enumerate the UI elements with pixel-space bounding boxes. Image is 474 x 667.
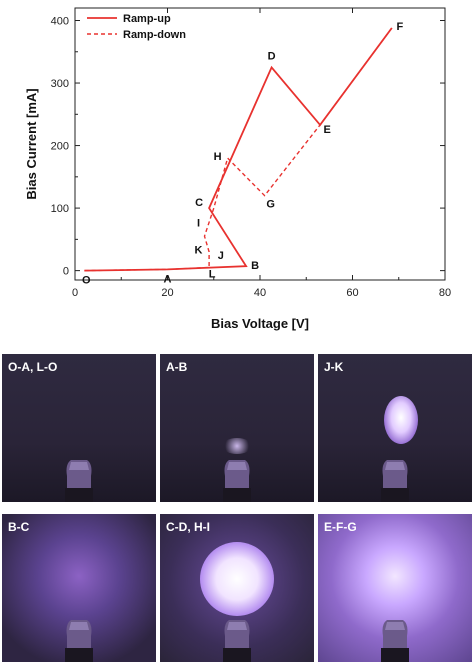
chart-axes: 0 20 40 60 80 0 100 200 300 400 xyxy=(51,7,451,299)
x-tick-label: 0 xyxy=(72,287,78,299)
plasma-plume xyxy=(384,396,418,444)
x-tick-label: 80 xyxy=(439,287,451,299)
point-label-e: E xyxy=(323,124,330,136)
point-label-g: G xyxy=(266,199,275,211)
photo-label: J-K xyxy=(324,360,344,374)
y-tick-label: 0 xyxy=(63,266,69,278)
electrode-tip xyxy=(381,460,409,502)
plasma-glow xyxy=(222,438,252,454)
plot-frame xyxy=(74,7,446,281)
photo-label: A-B xyxy=(166,360,188,374)
legend-label: Ramp-up xyxy=(123,13,171,25)
point-label-f: F xyxy=(396,21,403,33)
photo-panel-oa-lo: O-A, L-O xyxy=(2,354,156,502)
photo-panel-ab: A-B xyxy=(160,354,314,502)
electrode-tip xyxy=(381,620,409,662)
plasma-sphere xyxy=(200,542,274,616)
y-tick-label: 300 xyxy=(51,78,69,90)
y-tick-label: 100 xyxy=(51,203,69,215)
photo-label: C-D, H-I xyxy=(166,520,210,534)
x-tick-label: 40 xyxy=(254,287,266,299)
series-line-ramp-down xyxy=(84,27,393,272)
point-label-a: A xyxy=(164,273,172,285)
x-tick-label: 60 xyxy=(346,287,358,299)
point-label-o: O xyxy=(82,275,91,287)
x-axis-title: Bias Voltage [V] xyxy=(211,316,309,331)
electrode-tip xyxy=(65,620,93,662)
chart-legend: Ramp-up Ramp-down xyxy=(87,13,186,41)
point-label-j: J xyxy=(218,250,224,262)
series-layer xyxy=(84,27,393,272)
electrode-tip xyxy=(223,460,251,502)
y-axis-title: Bias Current [mA] xyxy=(24,88,39,199)
point-label-b: B xyxy=(251,260,259,272)
electrode-tip xyxy=(65,460,93,502)
photo-panel-jk: J-K xyxy=(318,354,472,502)
photo-panel-cd-hi: C-D, H-I xyxy=(160,514,314,662)
point-label-k: K xyxy=(195,245,203,257)
photo-panel-efg: E-F-G xyxy=(318,514,472,662)
photo-label: O-A, L-O xyxy=(8,360,58,374)
y-tick-label: 400 xyxy=(51,16,69,28)
point-label-i: I xyxy=(197,218,200,230)
plasma-photo-grid: O-A, L-O A-B J-K B-C C-D, H-I E-F-G xyxy=(0,354,474,667)
point-labels: O A B C D E F G H I J KL xyxy=(82,21,403,287)
point-label-h: H xyxy=(214,151,222,163)
point-label-d: D xyxy=(268,50,276,62)
photo-panel-bc: B-C xyxy=(2,514,156,662)
legend-label: Ramp-down xyxy=(123,29,186,41)
photo-label: E-F-G xyxy=(324,520,357,534)
x-tick-label: 20 xyxy=(161,287,173,299)
electrode-tip xyxy=(223,620,251,662)
point-label-c: C xyxy=(195,197,203,209)
y-tick-label: 200 xyxy=(51,141,69,153)
series-line-ramp-up xyxy=(84,27,393,272)
point-label-l: L xyxy=(209,268,216,280)
photo-label: B-C xyxy=(8,520,30,534)
chart-svg: 0 20 40 60 80 0 100 200 300 400 O A B C D E F G H I J KL Ram… xyxy=(24,7,451,331)
